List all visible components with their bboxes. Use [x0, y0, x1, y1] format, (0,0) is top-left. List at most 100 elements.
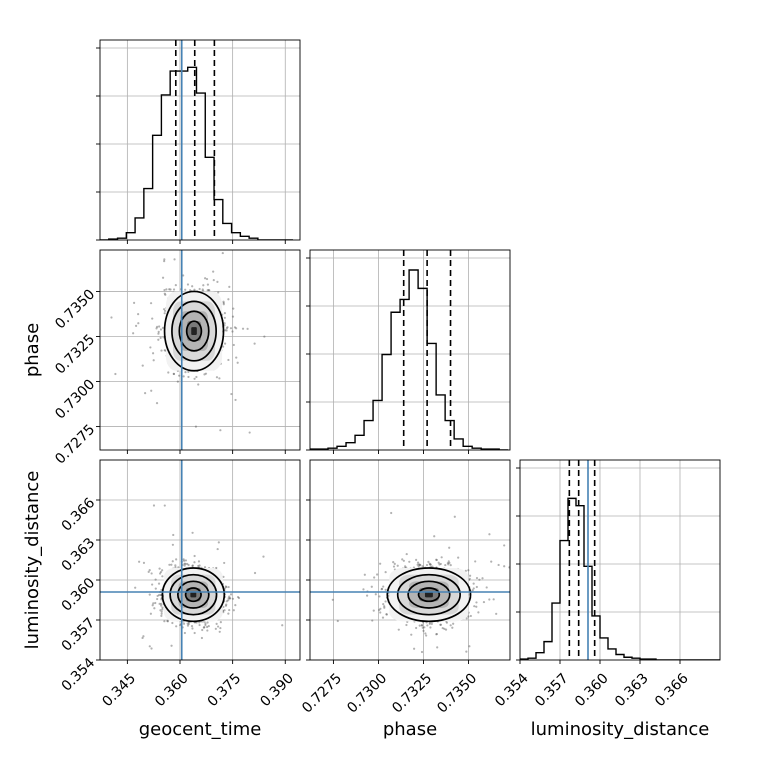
sample-point — [383, 605, 386, 608]
x-tick-label: 0.357 — [532, 670, 572, 710]
panel-frame — [99, 249, 301, 451]
histogram-phase — [310, 269, 509, 450]
sample-point — [441, 626, 444, 630]
sample-point — [401, 665, 403, 667]
sample-point — [446, 562, 449, 565]
sample-point — [415, 626, 418, 630]
sample-point — [366, 594, 369, 597]
sample-point — [203, 626, 206, 629]
sample-point — [229, 593, 233, 596]
sample-point — [401, 558, 404, 561]
sample-point — [159, 328, 163, 331]
sample-point — [219, 621, 222, 624]
sample-point — [193, 561, 196, 564]
sample-point — [253, 571, 257, 575]
sample-point — [418, 624, 421, 627]
sample-point — [191, 564, 194, 568]
sample-point — [159, 336, 162, 339]
sample-point — [384, 600, 387, 603]
sample-point — [206, 289, 209, 292]
sample-point — [204, 277, 207, 280]
sample-point — [405, 552, 408, 556]
sample-point — [429, 626, 432, 629]
sample-point — [384, 571, 387, 574]
joint-geocent_time-phase — [110, 247, 266, 450]
sample-point — [225, 327, 228, 330]
sample-point — [222, 605, 225, 609]
sample-point — [218, 630, 221, 633]
sample-point — [435, 632, 439, 636]
x-axis-label-phase: phase — [383, 719, 437, 740]
sample-point — [217, 291, 220, 294]
sample-point — [184, 288, 187, 291]
sample-point — [371, 619, 374, 622]
sample-point — [184, 562, 187, 565]
sample-point — [114, 372, 117, 376]
sample-point — [232, 609, 235, 612]
sample-point — [429, 563, 432, 566]
sample-point — [204, 372, 208, 375]
x-tick-label: 0.7350 — [434, 670, 480, 716]
sample-point — [444, 563, 447, 567]
sample-point — [149, 346, 152, 349]
sample-point — [158, 572, 162, 575]
sample-point — [352, 668, 354, 670]
sample-point — [203, 373, 206, 376]
grid-lines — [100, 460, 300, 660]
sample-point — [422, 629, 425, 632]
sample-point — [148, 568, 151, 572]
sample-point — [152, 504, 156, 507]
sample-point — [435, 633, 438, 636]
sample-point — [160, 604, 163, 607]
x-axis-label-luminosity_distance: luminosity_distance — [531, 719, 710, 740]
sample-point — [195, 375, 198, 379]
sample-point — [380, 588, 383, 591]
sample-point — [190, 625, 194, 628]
sample-point — [219, 429, 222, 432]
sample-point — [224, 329, 227, 332]
sample-point — [452, 622, 455, 625]
sample-point — [171, 247, 173, 249]
sample-point — [191, 285, 194, 288]
sample-point — [134, 586, 137, 589]
sample-point — [383, 606, 386, 609]
sample-point — [150, 389, 153, 392]
sample-point — [390, 511, 393, 515]
sample-point — [222, 303, 225, 306]
contour-line — [185, 320, 203, 342]
sample-point — [223, 312, 227, 315]
sample-point — [445, 621, 448, 624]
sample-point — [294, 601, 296, 603]
x-tick-label: 0.390 — [257, 670, 297, 710]
sample-point — [182, 375, 185, 378]
sample-point — [263, 335, 266, 338]
sample-point — [163, 288, 166, 292]
sample-point — [160, 602, 163, 605]
sample-point — [176, 380, 179, 383]
contour-line — [161, 567, 226, 623]
sample-point — [151, 352, 155, 355]
sample-point — [221, 251, 224, 255]
sample-point — [154, 578, 157, 581]
sample-point — [430, 622, 433, 626]
y-tick-label: 0.366 — [59, 495, 99, 535]
sample-point — [138, 560, 141, 563]
sample-point — [202, 284, 205, 287]
sample-point — [172, 533, 175, 537]
sample-point — [159, 609, 162, 612]
sample-point — [168, 288, 171, 291]
sample-point — [231, 315, 235, 318]
sample-point — [225, 600, 229, 603]
sample-point — [182, 622, 186, 625]
panel-frame — [309, 249, 511, 451]
sample-point — [193, 288, 196, 291]
sample-point — [227, 585, 230, 589]
sample-point — [418, 563, 421, 566]
grid-lines — [333, 250, 469, 450]
sample-point — [202, 289, 205, 292]
sample-point — [142, 561, 146, 564]
grid-lines — [100, 47, 300, 193]
sample-point — [468, 574, 472, 577]
sample-point — [465, 617, 468, 620]
